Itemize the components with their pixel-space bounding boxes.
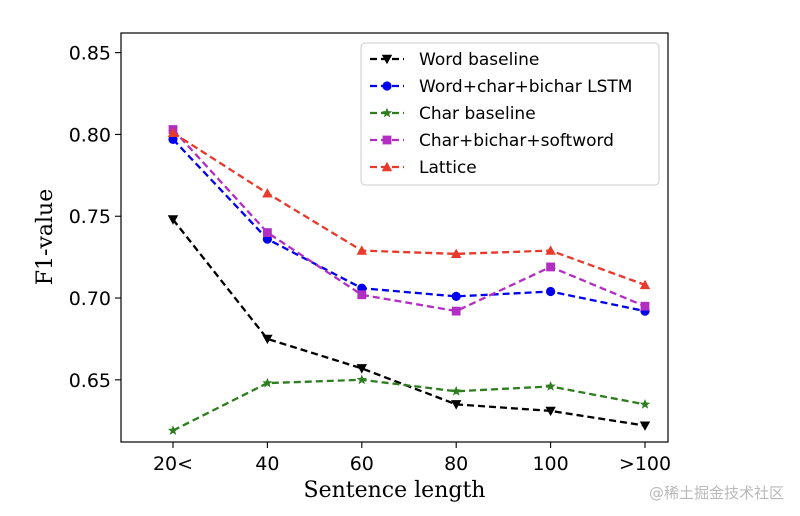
data-point [546, 262, 555, 272]
legend-item: Word baseline [370, 50, 539, 70]
legend-item: Lattice [370, 158, 477, 178]
data-point [545, 245, 556, 255]
data-point [167, 425, 179, 435]
legend-label: Word+char+bichar LSTM [419, 77, 632, 97]
series-line [172, 128, 646, 313]
series-char-baseline [167, 374, 651, 435]
data-point [167, 215, 179, 225]
x-tick-label: 80 [444, 453, 468, 475]
x-tick-label: 60 [350, 453, 374, 475]
x-axis-label: Sentence length [304, 478, 486, 503]
legend-label: Char+bichar+softword [419, 131, 614, 151]
x-axis: 20< 40 60 80 100 >100 [153, 442, 671, 475]
y-tick-label: 0.85 [69, 43, 111, 65]
watermark: @稀土掘金技术社区 [649, 484, 784, 502]
data-point [263, 228, 272, 237]
y-tick-label: 0.75 [69, 206, 111, 228]
data-point [639, 398, 651, 409]
series-layer [167, 125, 651, 435]
data-point [639, 279, 651, 290]
x-tick-label: >100 [619, 453, 671, 475]
series-line [172, 131, 646, 286]
legend-item: Char baseline [370, 104, 536, 124]
data-point [546, 286, 556, 297]
legend-marker [382, 81, 392, 91]
data-point [262, 188, 273, 198]
y-axis: 0.65 0.70 0.75 0.80 0.85 [69, 43, 121, 392]
y-axis-label: F1-value [33, 189, 58, 285]
y-tick-label: 0.80 [69, 124, 111, 146]
y-tick-label: 0.65 [69, 370, 111, 392]
data-point [545, 380, 556, 391]
data-point [357, 290, 367, 300]
legend-label: Word baseline [419, 50, 539, 70]
legend-box [360, 42, 660, 186]
legend-item: Word+char+bichar LSTM [370, 77, 632, 97]
legend-marker [381, 54, 393, 65]
data-point [262, 377, 273, 388]
data-point [168, 134, 178, 144]
data-point [451, 306, 461, 316]
y-tick-label: 0.70 [69, 288, 111, 310]
legend-label: Char baseline [419, 104, 536, 124]
data-point [451, 248, 462, 259]
data-point [356, 245, 367, 255]
legend-marker [381, 161, 393, 172]
series-line [172, 138, 646, 313]
data-point [167, 127, 179, 137]
legend: Word baseline Word+char+bichar LSTM Char b… [360, 42, 660, 186]
legend-label: Lattice [419, 158, 477, 178]
x-tick-label: 20< [153, 453, 193, 475]
data-point [545, 406, 556, 417]
series-line [172, 378, 646, 432]
data-point [451, 291, 461, 301]
x-tick-label: 100 [532, 453, 568, 475]
data-point [356, 364, 367, 374]
legend-marker [381, 107, 393, 118]
data-point [356, 374, 367, 385]
legend-item: Char+bichar+softword [370, 131, 614, 151]
series-lattice [167, 127, 651, 290]
legend-marker [382, 135, 392, 145]
data-point [639, 421, 651, 431]
plot-frame [120, 32, 669, 443]
x-tick-label: 40 [255, 453, 279, 475]
data-point [451, 400, 462, 410]
data-point [640, 301, 650, 311]
data-point [262, 334, 273, 345]
data-point [451, 385, 462, 396]
